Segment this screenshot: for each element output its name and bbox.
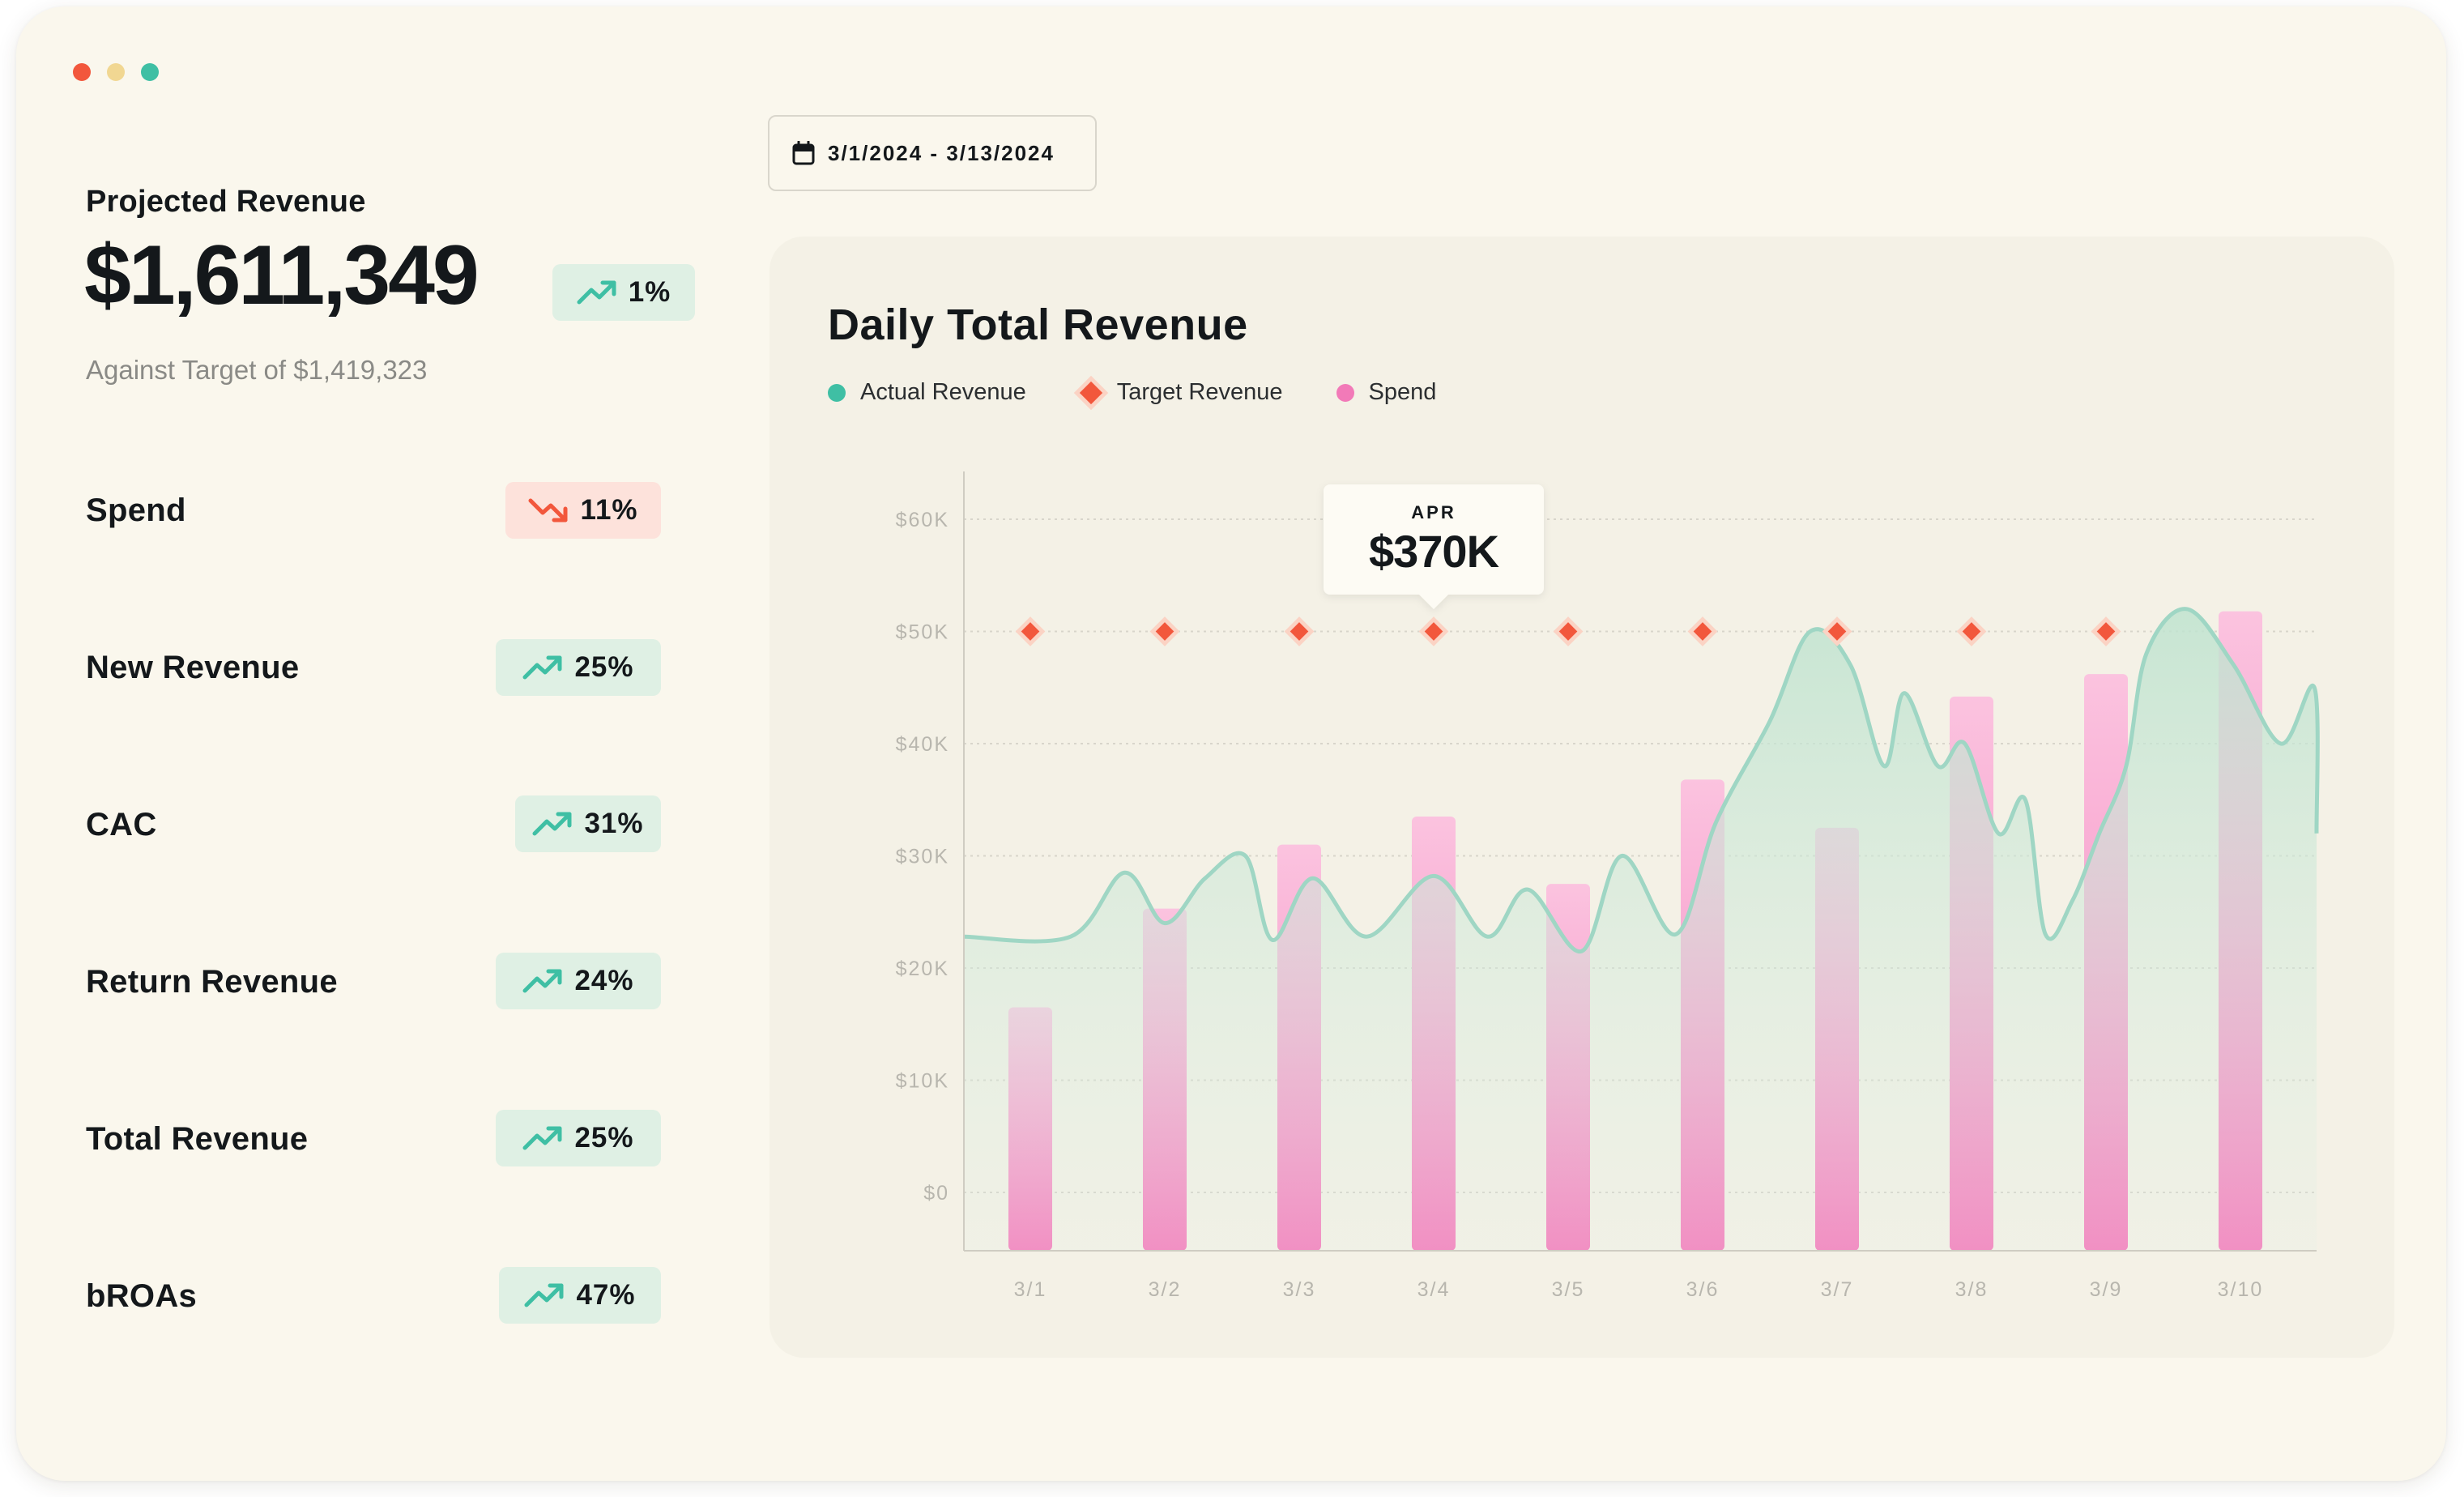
target-marker[interactable] bbox=[1021, 622, 1040, 641]
close-window-button[interactable] bbox=[73, 63, 91, 81]
target-marker[interactable] bbox=[1827, 622, 1847, 641]
trend-up-icon bbox=[577, 280, 616, 305]
metric-broas-change: 47% bbox=[576, 1279, 636, 1311]
trend-up-icon bbox=[532, 812, 572, 836]
target-marker[interactable] bbox=[1290, 622, 1309, 641]
metric-return-revenue-badge: 24% bbox=[496, 953, 661, 1009]
legend-label-actual: Actual Revenue bbox=[860, 379, 1026, 405]
metric-return-revenue-label: Return Revenue bbox=[86, 964, 338, 1000]
calendar-icon bbox=[792, 141, 815, 165]
trend-up-icon bbox=[522, 1126, 562, 1150]
metric-cac-change: 31% bbox=[584, 808, 644, 839]
revenue-chart: $0 $10K $20K $30K $40K $50K $60K 3/1 3/2 3/3 3/4 3… bbox=[896, 471, 2320, 1301]
projected-revenue-change: 1% bbox=[628, 276, 671, 308]
legend-item-spend[interactable]: Spend bbox=[1336, 379, 1437, 406]
target-marker[interactable] bbox=[1424, 622, 1443, 641]
metric-spend-badge: 11% bbox=[505, 482, 661, 539]
y-tick-label: $40K bbox=[896, 733, 949, 756]
actual-revenue-line[interactable] bbox=[963, 607, 2320, 953]
legend-label-spend: Spend bbox=[1368, 379, 1437, 405]
trend-up-icon bbox=[524, 1283, 564, 1307]
x-tick-label: 3/3 bbox=[1283, 1278, 1316, 1301]
metric-return-revenue-change: 24% bbox=[574, 965, 634, 996]
metric-broas-label: bROAs bbox=[86, 1278, 198, 1314]
window-controls bbox=[73, 63, 159, 81]
projected-revenue-value: $1,611,349 bbox=[84, 228, 480, 322]
maximize-window-button[interactable] bbox=[141, 63, 159, 81]
metric-cac-badge: 31% bbox=[515, 795, 661, 852]
target-marker[interactable] bbox=[1962, 622, 1981, 641]
metric-spend-label: Spend bbox=[86, 493, 186, 528]
y-tick-label: $30K bbox=[896, 846, 949, 868]
target-marker[interactable] bbox=[1693, 622, 1712, 641]
legend-item-actual[interactable]: Actual Revenue bbox=[828, 379, 1026, 406]
metric-new-revenue-change: 25% bbox=[574, 651, 634, 683]
trend-up-icon bbox=[522, 969, 562, 993]
tooltip-label: APR bbox=[1411, 502, 1456, 522]
x-tick-label: 3/2 bbox=[1149, 1278, 1182, 1301]
date-range-button[interactable]: 3/1/2024 - 3/13/2024 bbox=[768, 115, 1097, 191]
metric-total-revenue-label: Total Revenue bbox=[86, 1121, 309, 1157]
legend-label-target: Target Revenue bbox=[1116, 379, 1283, 405]
x-tick-label: 3/5 bbox=[1552, 1278, 1585, 1301]
x-tick-label: 3/7 bbox=[1821, 1278, 1854, 1301]
y-tick-label: $20K bbox=[896, 957, 949, 980]
metric-total-revenue-badge: 25% bbox=[496, 1110, 661, 1166]
tooltip-value: $370K bbox=[1369, 526, 1499, 577]
projected-revenue-title: Projected Revenue bbox=[86, 185, 366, 219]
tooltip-box bbox=[1324, 484, 1544, 609]
x-tick-label: 3/8 bbox=[1955, 1278, 1989, 1301]
y-tick-label: $10K bbox=[896, 1070, 949, 1093]
trend-up-icon bbox=[522, 655, 562, 680]
date-range-label: 3/1/2024 - 3/13/2024 bbox=[828, 140, 1055, 165]
projected-revenue-target: Against Target of $1,419,323 bbox=[86, 355, 428, 385]
x-tick-label: 3/4 bbox=[1417, 1278, 1451, 1301]
target-marker[interactable] bbox=[1155, 622, 1174, 641]
y-tick-label: $0 bbox=[923, 1182, 949, 1205]
metric-spend-change: 11% bbox=[580, 494, 638, 526]
legend-dot-spend bbox=[1336, 383, 1354, 402]
metric-new-revenue-label: New Revenue bbox=[86, 650, 300, 685]
revenue-chart-card: Daily Total Revenue Actual Revenue Targe… bbox=[769, 237, 2394, 1358]
y-tick-label: $50K bbox=[896, 621, 949, 644]
x-tick-label: 3/9 bbox=[2090, 1278, 2123, 1301]
metric-new-revenue-badge: 25% bbox=[496, 639, 661, 696]
y-tick-label: $60K bbox=[896, 509, 949, 531]
x-tick-label: 3/10 bbox=[2218, 1278, 2264, 1301]
metric-broas-badge: 47% bbox=[499, 1267, 661, 1324]
chart-tooltip bbox=[1324, 484, 1544, 609]
legend-item-target[interactable]: Target Revenue bbox=[1079, 379, 1283, 406]
minimize-window-button[interactable] bbox=[107, 63, 125, 81]
trend-down-icon bbox=[528, 498, 568, 522]
chart-legend: Actual Revenue Target Revenue Spend bbox=[828, 379, 1436, 406]
target-marker[interactable] bbox=[2096, 622, 2116, 641]
metric-total-revenue-change: 25% bbox=[574, 1122, 634, 1154]
actual-revenue-area bbox=[964, 608, 2318, 1251]
x-tick-label: 3/6 bbox=[1686, 1278, 1720, 1301]
metric-cac-label: CAC bbox=[86, 807, 157, 842]
projected-revenue-badge: 1% bbox=[552, 264, 695, 321]
chart-title: Daily Total Revenue bbox=[828, 301, 1248, 349]
target-marker[interactable] bbox=[1558, 622, 1578, 641]
legend-dot-actual bbox=[828, 383, 846, 402]
x-tick-label: 3/1 bbox=[1014, 1278, 1047, 1301]
